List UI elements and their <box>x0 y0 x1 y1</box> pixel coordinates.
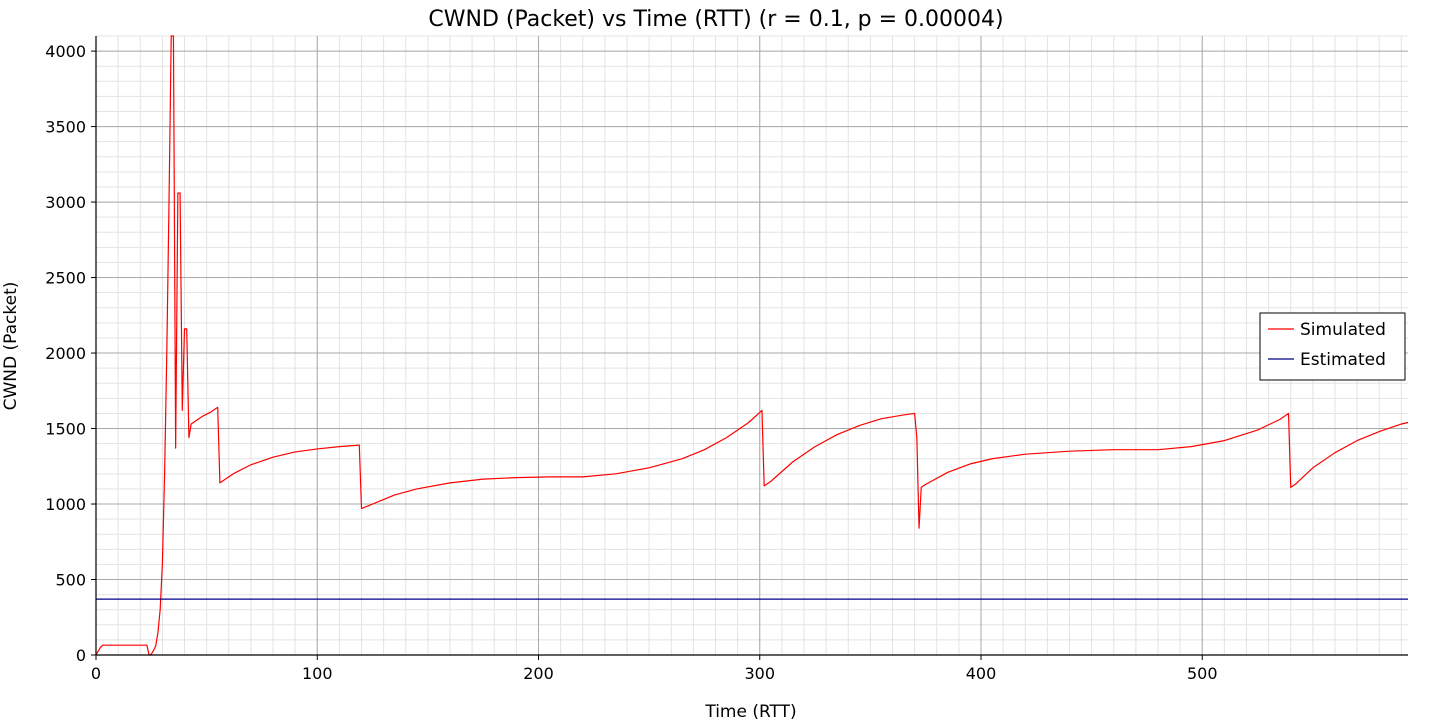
axes <box>95 36 1408 656</box>
x-tick-label: 400 <box>966 664 997 683</box>
y-tick-label: 3500 <box>45 118 86 137</box>
x-tick-label: 500 <box>1187 664 1218 683</box>
series-line-simulated <box>95 35 1409 656</box>
y-tick-label: 1500 <box>45 420 86 439</box>
legend-box <box>1259 312 1406 381</box>
series-layer <box>95 35 1409 656</box>
legend-label-estimated: Estimated <box>1300 350 1386 370</box>
y-tick-label: 2000 <box>45 344 86 363</box>
legend: Simulated Estimated <box>1259 312 1406 381</box>
x-ticks: 0 100 200 300 400 500 <box>91 655 1218 683</box>
y-tick-label: 3000 <box>45 193 86 212</box>
x-tick-label: 0 <box>91 664 101 683</box>
y-tick-label: 4000 <box>45 42 86 61</box>
chart-title: CWND (Packet) vs Time (RTT) (r = 0.1, p … <box>428 7 1003 32</box>
y-ticks: 0 500 1000 1500 2000 2500 3000 3500 4000 <box>45 42 96 665</box>
y-tick-label: 500 <box>55 571 86 590</box>
x-tick-label: 300 <box>744 664 775 683</box>
x-axis-label: Time (RTT) <box>704 702 796 720</box>
minor-grid <box>95 35 1408 656</box>
y-tick-label: 1000 <box>45 495 86 514</box>
y-tick-label: 2500 <box>45 269 86 288</box>
legend-label-simulated: Simulated <box>1300 320 1386 340</box>
y-tick-label: 0 <box>76 646 86 665</box>
major-grid <box>95 36 1408 656</box>
y-axis-label: CWND (Packet) <box>1 282 21 411</box>
x-tick-label: 100 <box>302 664 333 683</box>
x-tick-label: 200 <box>523 664 554 683</box>
